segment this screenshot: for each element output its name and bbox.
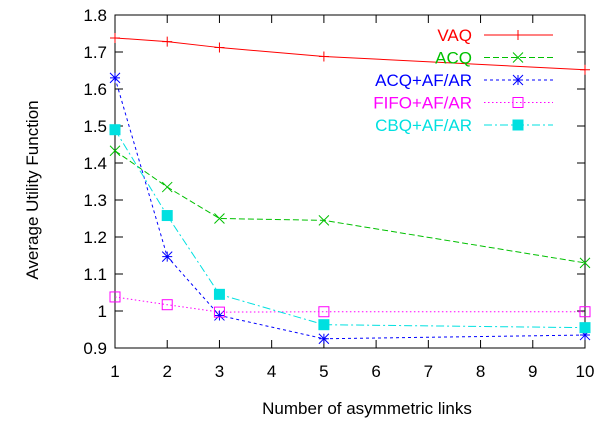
- y-tick-label: 1.5: [83, 117, 107, 136]
- x-tick-label: 9: [528, 362, 537, 381]
- x-tick-label: 3: [215, 362, 224, 381]
- data-point: [162, 36, 173, 47]
- y-tick-label: 1.2: [83, 228, 107, 247]
- data-point: [512, 74, 524, 86]
- legend-label: VAQ: [437, 26, 472, 45]
- y-tick-label: 0.9: [83, 339, 107, 358]
- y-tick-label: 1.3: [83, 191, 107, 210]
- data-point: [513, 30, 523, 40]
- series-acq-af-ar: [109, 72, 591, 345]
- data-point: [214, 213, 225, 224]
- data-point: [512, 119, 524, 131]
- legend-label: CBQ+AF/AR: [375, 116, 472, 135]
- series-line: [114, 296, 585, 313]
- plot-border: [114, 14, 586, 349]
- y-tick-label: 1: [98, 302, 107, 321]
- data-point: [318, 306, 330, 318]
- data-point: [579, 257, 591, 269]
- data-point: [579, 329, 591, 341]
- axis-tick-labels: 1 2 3 4 5 6 7 8 9 100.911.11.21.31.41.51.61.71.8: [83, 6, 594, 381]
- y-tick-label: 1.7: [83, 43, 107, 62]
- x-tick-label: 7: [424, 362, 433, 381]
- data-point: [161, 299, 173, 311]
- series-cbq-af-ar: [109, 124, 591, 334]
- legend-entry: ACQ+AF/AR: [375, 71, 553, 90]
- data-point: [213, 306, 225, 318]
- series-vaq: [110, 32, 590, 75]
- y-tick-label: 1.8: [83, 6, 107, 25]
- data-point: [318, 319, 330, 331]
- data-point: [580, 64, 590, 75]
- data-point: [512, 97, 524, 108]
- data-point: [109, 124, 121, 136]
- y-tick-label: 1.1: [83, 265, 107, 284]
- x-tick-label: 10: [576, 362, 595, 381]
- data-point: [161, 181, 173, 193]
- data-point: [161, 210, 173, 222]
- data-point: [109, 291, 121, 303]
- data-point: [512, 52, 524, 63]
- legend-label: ACQ: [435, 49, 472, 68]
- series-layer: [109, 32, 591, 345]
- data-point: [110, 32, 120, 43]
- x-tick-label: 5: [319, 362, 328, 381]
- y-tick-label: 1.4: [83, 154, 107, 173]
- data-point: [318, 333, 330, 345]
- data-point: [579, 322, 591, 334]
- data-point: [318, 51, 329, 62]
- legend-entry: FIFO+AF/AR: [373, 94, 553, 113]
- series-fifo-af-ar: [109, 291, 591, 318]
- x-tick-label: 8: [476, 362, 485, 381]
- data-point: [214, 42, 225, 53]
- plot-frame: [114, 14, 586, 349]
- data-point: [579, 306, 591, 318]
- legend-entry: CBQ+AF/AR: [375, 116, 553, 135]
- x-tick-label: 4: [267, 362, 276, 381]
- series-line: [114, 77, 586, 340]
- axis-ticks: [114, 14, 586, 349]
- y-tick-label: 1.6: [83, 80, 107, 99]
- x-tick-label: 1: [110, 362, 119, 381]
- data-point: [109, 72, 121, 84]
- x-axis-label: Number of asymmetric links: [262, 399, 472, 418]
- legend-entry: ACQ: [435, 49, 553, 68]
- legend-label: ACQ+AF/AR: [375, 71, 472, 90]
- x-tick-label: 6: [371, 362, 380, 381]
- data-point: [318, 214, 330, 226]
- legend-label: FIFO+AF/AR: [373, 94, 472, 113]
- data-point: [214, 310, 225, 321]
- x-tick-label: 2: [162, 362, 171, 381]
- series-line: [114, 129, 586, 329]
- series-acq: [109, 145, 591, 269]
- series-line: [114, 150, 586, 264]
- legend-entry: VAQ: [437, 26, 553, 45]
- y-axis-label: Average Utility Function: [23, 100, 42, 279]
- data-point: [213, 288, 225, 300]
- data-point: [109, 145, 121, 157]
- data-point: [161, 251, 173, 262]
- legend: VAQ ACQ ACQ+AF/AR FIFO+AF/AR CBQ+AF/AR: [373, 26, 553, 135]
